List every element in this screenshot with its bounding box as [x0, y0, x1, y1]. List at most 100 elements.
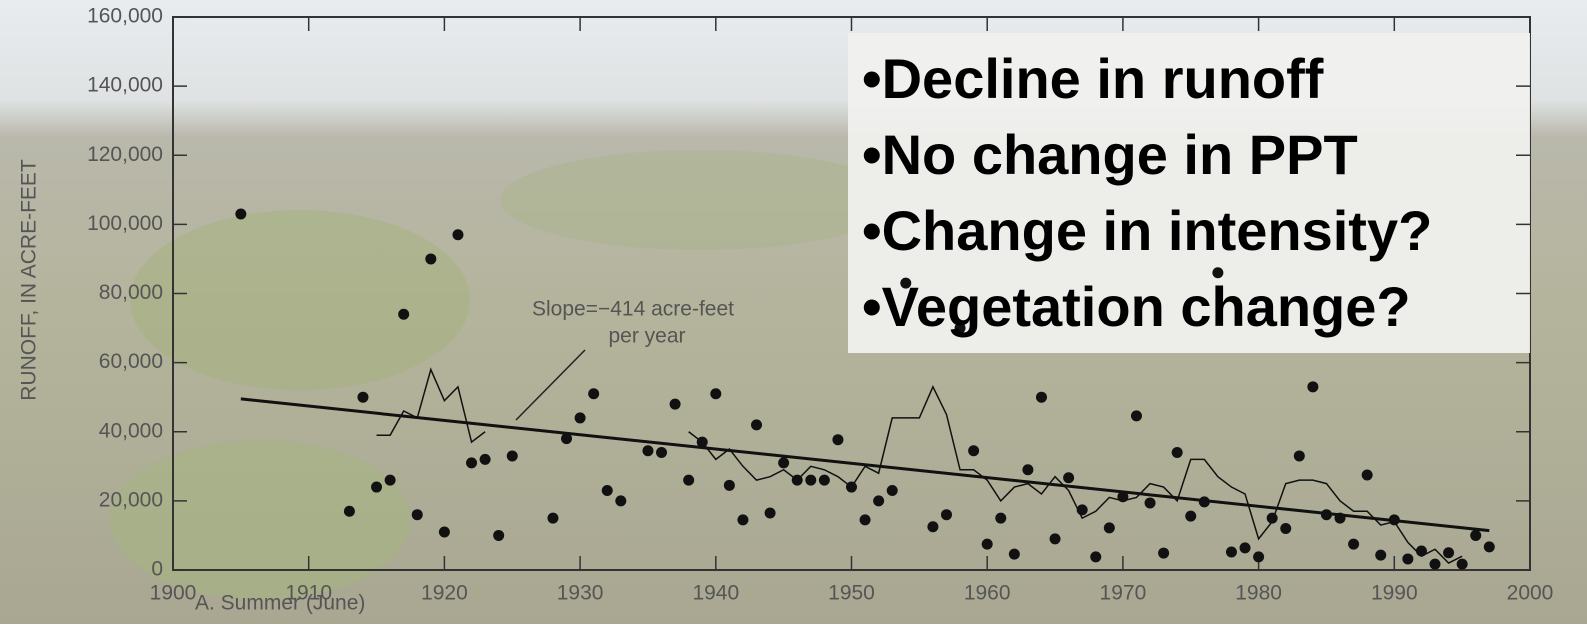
x-tick-label: 1990: [1371, 582, 1418, 605]
x-tick-label: 1960: [964, 582, 1011, 605]
data-point: [751, 419, 763, 431]
data-point: [995, 512, 1007, 524]
x-tick-label: 1940: [692, 582, 739, 605]
y-tick-label: 120,000: [87, 143, 163, 166]
bush: [130, 210, 470, 390]
data-point: [588, 388, 600, 400]
data-point: [1253, 551, 1265, 563]
y-tick-label: 60,000: [99, 350, 163, 373]
data-point: [357, 391, 369, 403]
x-tick-label: 1980: [1235, 582, 1282, 605]
data-point: [1144, 497, 1156, 509]
data-point: [1293, 450, 1305, 462]
data-point: [1076, 504, 1088, 516]
data-point: [1103, 522, 1115, 534]
data-point: [574, 412, 586, 424]
data-point: [818, 474, 830, 486]
data-point: [1470, 529, 1482, 541]
data-point: [791, 474, 803, 486]
x-tick-label: 1910: [285, 582, 332, 605]
bush: [500, 150, 900, 250]
bullet-text: •Decline in runoff: [862, 47, 1324, 110]
y-tick-label: 0: [151, 558, 163, 581]
data-point: [1090, 551, 1102, 563]
data-point: [805, 474, 817, 486]
data-point: [235, 208, 247, 220]
data-point: [1415, 545, 1427, 557]
data-point: [615, 495, 627, 507]
data-point: [1049, 533, 1061, 545]
x-tick-label: 2000: [1507, 582, 1554, 605]
data-point: [737, 514, 749, 526]
data-point: [479, 453, 491, 465]
bullet-text: •Change in intensity?: [862, 199, 1432, 262]
data-point: [669, 398, 681, 410]
panel-label: A. Summer (June): [195, 592, 365, 615]
data-point: [547, 512, 559, 524]
data-point: [642, 445, 654, 457]
data-point: [452, 229, 464, 241]
data-point: [1402, 553, 1414, 565]
data-point: [1117, 491, 1129, 503]
text-box: [848, 33, 1530, 353]
data-point: [601, 485, 613, 497]
data-point: [764, 507, 776, 519]
annotation: Slope=−414 acre-feet: [532, 298, 734, 321]
data-point: [1171, 446, 1183, 458]
data-point: [1375, 549, 1387, 561]
data-point: [411, 509, 423, 521]
data-point: [1280, 523, 1292, 535]
data-point: [466, 457, 478, 469]
data-point: [683, 474, 695, 486]
y-tick-label: 160,000: [87, 5, 163, 28]
data-point: [1225, 546, 1237, 558]
data-point: [343, 505, 355, 517]
data-point: [1483, 541, 1495, 553]
bullet-text: •Vegetation change?: [862, 275, 1411, 338]
data-point: [1456, 558, 1468, 570]
data-point: [1307, 381, 1319, 393]
data-point: [561, 433, 573, 445]
data-point: [1158, 547, 1170, 559]
data-point: [425, 253, 437, 265]
data-point: [696, 436, 708, 448]
data-point: [900, 277, 912, 289]
data-point: [1022, 464, 1034, 476]
y-tick-label: 20,000: [99, 488, 163, 511]
data-point: [832, 434, 844, 446]
data-point: [954, 322, 966, 334]
bush: [110, 440, 410, 600]
data-point: [656, 446, 668, 458]
data-point: [438, 526, 450, 538]
data-point: [1239, 542, 1251, 554]
data-point: [723, 479, 735, 491]
data-point: [1008, 548, 1020, 560]
data-point: [1388, 514, 1400, 526]
data-point: [1443, 547, 1455, 559]
data-point: [859, 514, 871, 526]
data-point: [968, 445, 980, 457]
data-point: [1212, 267, 1224, 279]
data-point: [493, 529, 505, 541]
y-tick-label: 80,000: [99, 281, 163, 304]
data-point: [873, 495, 885, 507]
data-point: [778, 457, 790, 469]
data-point: [1198, 496, 1210, 508]
data-point: [1185, 510, 1197, 522]
data-point: [1266, 512, 1278, 524]
data-point: [1130, 410, 1142, 422]
data-point: [981, 538, 993, 550]
data-point: [1361, 469, 1373, 481]
data-point: [846, 481, 857, 493]
data-point: [927, 521, 939, 533]
y-axis-label: RUNOFF, IN ACRE-FEET: [18, 159, 41, 401]
x-tick-label: 1970: [1100, 582, 1147, 605]
y-tick-label: 140,000: [87, 74, 163, 97]
y-tick-label: 40,000: [99, 419, 163, 442]
x-tick-label: 1920: [421, 582, 468, 605]
data-point: [710, 388, 722, 400]
data-point: [1348, 538, 1360, 550]
data-point: [886, 485, 898, 497]
